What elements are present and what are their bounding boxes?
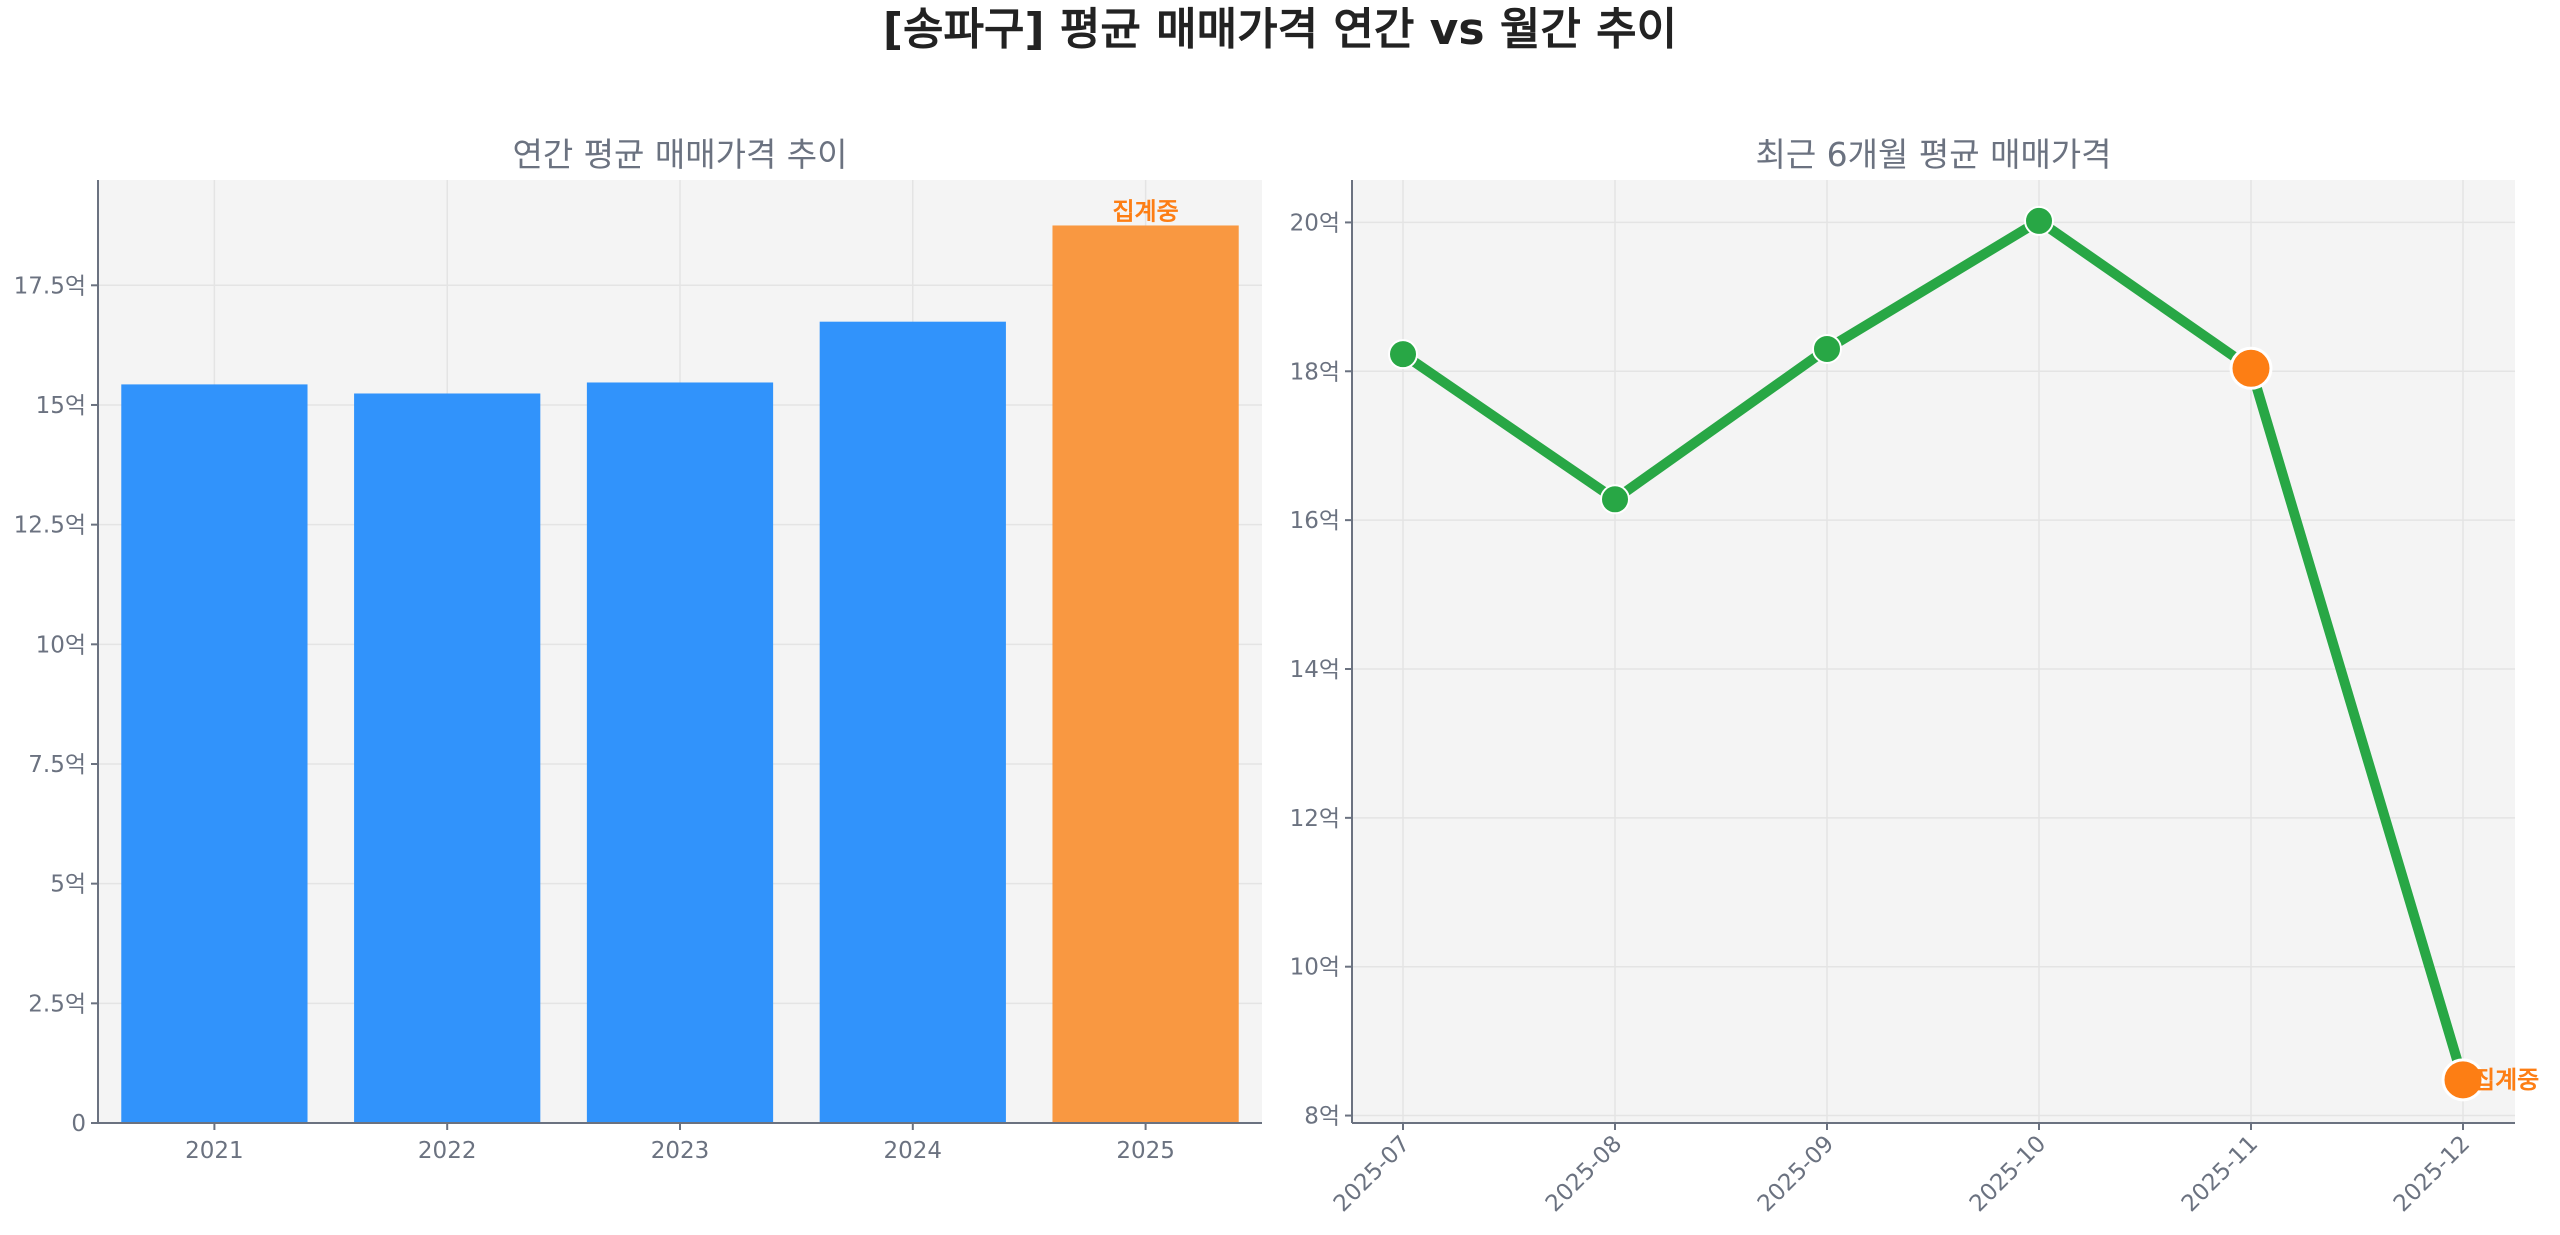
point-2025-08 (1600, 484, 1630, 515)
partial-annotation: 집계중 (2473, 1066, 2539, 1094)
monthly-line-chart: 최근 6개월 평균 매매가격 8억 10억 12억 14억 16억 18억 20억 2025-0… (1290, 135, 2540, 1217)
y-tick-label: 10억 (1290, 955, 1340, 981)
x-tick-label: 2025-08 (1541, 1131, 1627, 1217)
y-tick-label: 5억 (50, 872, 86, 898)
y-tick-label: 18억 (1290, 359, 1340, 385)
x-tick-label: 2025-11 (2177, 1131, 2263, 1217)
y-tick-label: 12억 (1290, 806, 1340, 832)
bar-2021 (121, 384, 308, 1123)
partial-annotation: 집계중 (1112, 197, 1178, 225)
y-tick-label: 16억 (1290, 508, 1340, 534)
figure-title: [송파구] 평균 매매가격 연간 vs 월간 추이 (883, 4, 1677, 55)
annual-bar-chart: 연간 평균 매매가격 추이 0 2.5억 5억 7.5억 10억 12.5억 15억 17.5억… (14, 135, 1262, 1164)
price-line (1400, 215, 2468, 1082)
bar-2024 (819, 321, 1006, 1123)
bar-2023 (586, 382, 774, 1124)
point-2025-12 (2441, 1058, 2485, 1102)
bar-2025 (1052, 225, 1239, 1124)
x-tick-label: 2023 (651, 1138, 710, 1164)
x-tick-label: 2024 (884, 1138, 943, 1164)
y-tick-label: 17.5억 (14, 273, 86, 299)
x-tick-label: 2021 (185, 1138, 244, 1164)
bar-2022 (354, 393, 541, 1124)
x-tick-label: 2025-07 (1329, 1131, 1415, 1217)
y-tick-label: 10억 (36, 632, 86, 658)
point-2025-07 (1388, 339, 1418, 370)
x-tick-label: 2025-09 (1753, 1131, 1839, 1217)
y-tick-label: 8억 (1304, 1104, 1340, 1130)
x-tick-label: 2025-10 (1965, 1131, 2051, 1217)
y-tick-label: 14억 (1290, 657, 1340, 683)
x-tick-label: 2025-12 (2389, 1131, 2475, 1217)
point-2025-10 (2024, 205, 2054, 236)
point-2025-11 (2229, 346, 2273, 390)
x-tick-label: 2022 (418, 1138, 477, 1164)
x-tick-label: 2025 (1116, 1138, 1175, 1164)
y-tick-label: 20억 (1290, 210, 1340, 236)
point-2025-09 (1812, 333, 1842, 364)
y-tick-label: 0 (71, 1111, 86, 1137)
plot-area (1352, 180, 2515, 1123)
y-tick-label: 12.5억 (14, 513, 86, 539)
subplot-title: 최근 6개월 평균 매매가격 (1755, 135, 2111, 174)
y-tick-label: 15억 (36, 393, 86, 419)
subplot-title: 연간 평균 매매가격 추이 (512, 135, 847, 174)
y-tick-label: 7.5억 (28, 752, 86, 778)
y-tick-label: 2.5억 (28, 991, 86, 1017)
